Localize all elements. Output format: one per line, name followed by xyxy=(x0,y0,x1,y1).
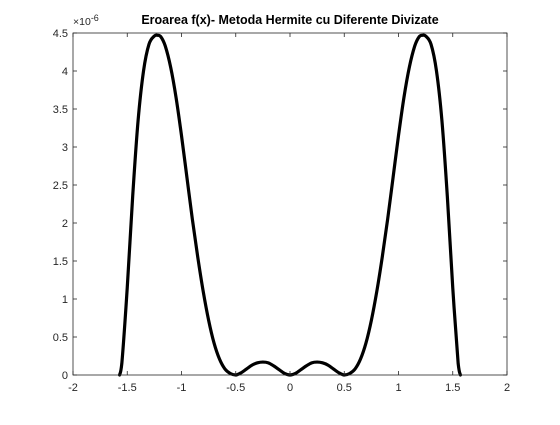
x-tick-label: 1.5 xyxy=(445,382,460,394)
y-exponent-base: ×10 xyxy=(73,16,91,28)
x-tick-label: -2 xyxy=(68,382,78,394)
y-tick-label: 4 xyxy=(62,66,68,78)
y-tick-label: 2.5 xyxy=(53,180,68,192)
y-tick-label: 1.5 xyxy=(53,256,68,268)
plot-area xyxy=(73,33,507,375)
x-tick-label: 1 xyxy=(395,382,401,394)
y-axis-exponent: ×10-6 xyxy=(73,13,99,28)
y-tick-label: 1 xyxy=(62,294,68,306)
x-tick-label: -1 xyxy=(177,382,187,394)
y-tick-label: 3.5 xyxy=(53,104,68,116)
y-tick-label: 4.5 xyxy=(53,28,68,40)
y-exponent-power: -6 xyxy=(91,13,99,23)
y-tick-label: 2 xyxy=(62,218,68,230)
y-tick-label: 0.5 xyxy=(53,332,68,344)
y-tick-label: 3 xyxy=(62,142,68,154)
y-tick-label: 0 xyxy=(62,370,68,382)
x-tick-label: 0.5 xyxy=(337,382,352,394)
x-tick-label: -1.5 xyxy=(118,382,137,394)
chart-title: Eroarea f(x)- Metoda Hermite cu Diferent… xyxy=(141,13,438,27)
x-tick-label: 2 xyxy=(504,382,510,394)
x-tick-label: 0 xyxy=(287,382,293,394)
x-tick-label: -0.5 xyxy=(226,382,245,394)
